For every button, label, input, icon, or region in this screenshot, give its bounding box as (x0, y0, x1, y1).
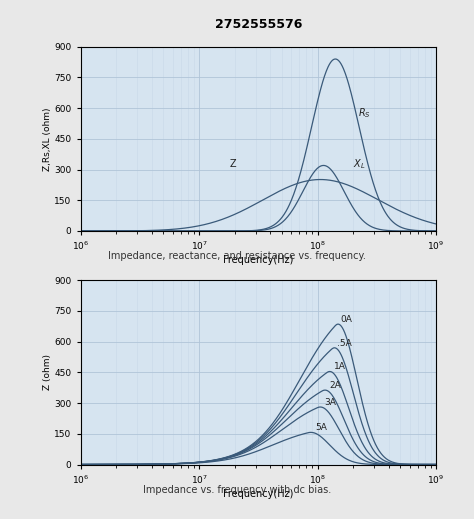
Text: $X_L$: $X_L$ (353, 157, 366, 171)
Y-axis label: Z,Rs,XL (ohm): Z,Rs,XL (ohm) (43, 107, 52, 171)
Y-axis label: Z (ohm): Z (ohm) (43, 354, 52, 390)
Text: 5A: 5A (316, 424, 328, 432)
X-axis label: Frequency(Hz): Frequency(Hz) (223, 255, 293, 265)
Text: .5A: .5A (337, 339, 352, 348)
Text: Impedance, reactance, and resistance vs. frequency.: Impedance, reactance, and resistance vs.… (108, 251, 366, 261)
Text: Impedance vs. frequency with dc bias.: Impedance vs. frequency with dc bias. (143, 485, 331, 495)
Text: $R_S$: $R_S$ (358, 106, 371, 120)
Text: Z: Z (229, 159, 236, 170)
Text: 3A: 3A (324, 398, 336, 407)
Text: 0A: 0A (341, 315, 353, 324)
X-axis label: Frequency(Hz): Frequency(Hz) (223, 489, 293, 499)
Text: 2A: 2A (329, 381, 341, 390)
Text: 1A: 1A (334, 362, 346, 372)
Text: 2752555576: 2752555576 (215, 18, 302, 31)
